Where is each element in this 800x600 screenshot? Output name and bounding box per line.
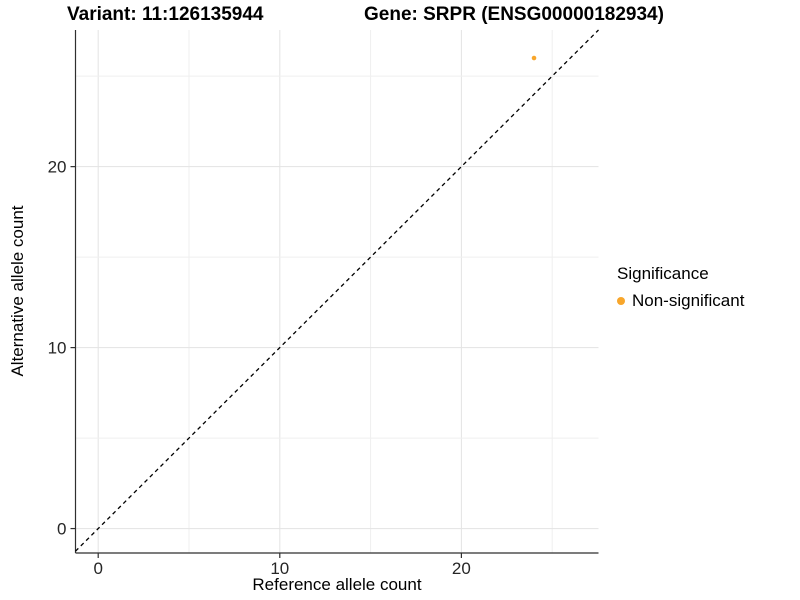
y-tick-label: 0 [57, 520, 66, 539]
legend-title: Significance [617, 264, 709, 283]
y-tick-label: 10 [48, 339, 67, 358]
data-point [531, 55, 537, 61]
y-tick-label: 20 [48, 158, 67, 177]
x-tick-label: 10 [270, 559, 289, 578]
y-axis-label: Alternative allele count [8, 205, 27, 377]
x-axis-label: Reference allele count [252, 575, 422, 594]
identity-dashed-line [75, 29, 599, 552]
x-tick-label: 20 [452, 559, 471, 578]
x-tick-label: 0 [93, 559, 102, 578]
legend-item-label: Non-significant [632, 291, 745, 310]
plot-title-variant: Variant: 11:126135944 [67, 4, 264, 25]
legend-point-icon [617, 297, 625, 305]
legend-item-non-significant: Non-significant [617, 291, 744, 311]
plot-title-gene: Gene: SRPR (ENSG00000182934) [364, 4, 664, 25]
legend: Significance Non-significant [617, 264, 744, 311]
